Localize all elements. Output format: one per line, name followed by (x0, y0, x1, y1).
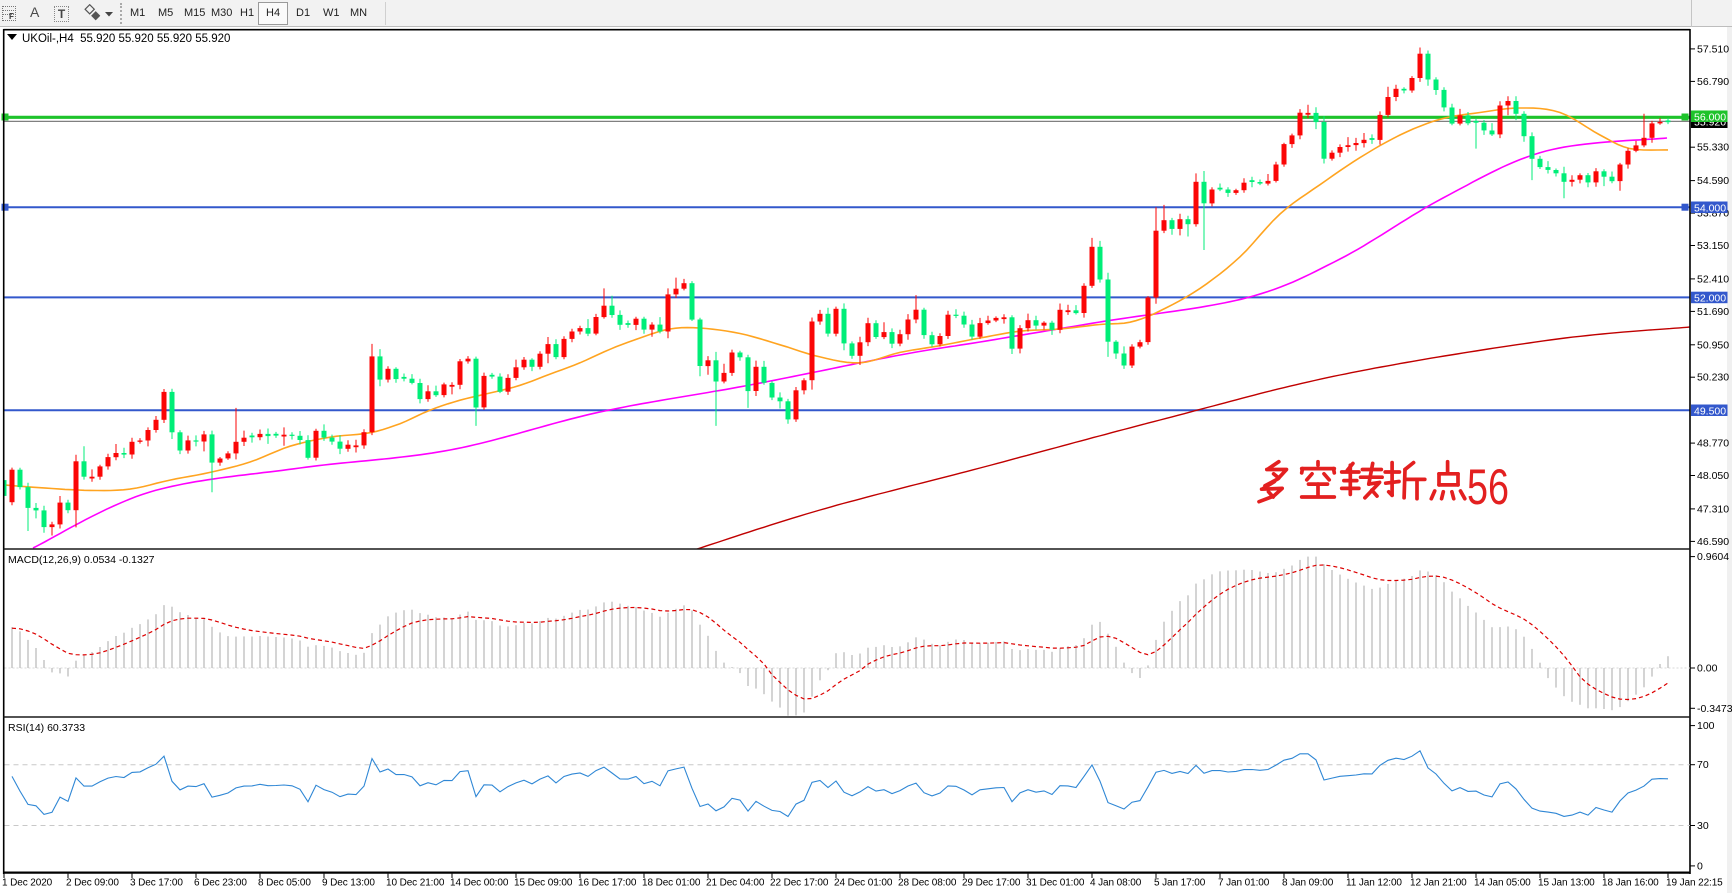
svg-text:54.590: 54.590 (1697, 175, 1729, 187)
svg-text:52.000: 52.000 (1694, 293, 1726, 305)
svg-text:12 Jan 21:00: 12 Jan 21:00 (1410, 878, 1467, 889)
svg-text:7 Jan 01:00: 7 Jan 01:00 (1218, 878, 1270, 889)
svg-text:56.790: 56.790 (1697, 76, 1729, 88)
svg-text:15 Jan 13:00: 15 Jan 13:00 (1538, 878, 1595, 889)
svg-text:8 Dec 05:00: 8 Dec 05:00 (258, 878, 311, 889)
svg-text:48.050: 48.050 (1697, 470, 1729, 482)
svg-text:6 Dec 23:00: 6 Dec 23:00 (194, 878, 247, 889)
svg-text:48.770: 48.770 (1697, 438, 1729, 450)
svg-text:9 Dec 13:00: 9 Dec 13:00 (322, 878, 375, 889)
svg-text:47.310: 47.310 (1697, 503, 1729, 515)
svg-text:28 Dec 08:00: 28 Dec 08:00 (898, 878, 957, 889)
svg-text:14 Jan 05:00: 14 Jan 05:00 (1474, 878, 1531, 889)
svg-text:-0.3473: -0.3473 (1697, 703, 1732, 715)
svg-text:49.500: 49.500 (1694, 405, 1726, 417)
svg-text:51.690: 51.690 (1697, 306, 1729, 318)
svg-text:52.410: 52.410 (1697, 273, 1729, 285)
svg-text:31 Dec 01:00: 31 Dec 01:00 (1026, 878, 1085, 889)
svg-text:8 Jan 09:00: 8 Jan 09:00 (1282, 878, 1334, 889)
svg-text:14 Dec 00:00: 14 Dec 00:00 (450, 878, 509, 889)
svg-text:100: 100 (1697, 720, 1715, 732)
svg-text:24 Dec 01:00: 24 Dec 01:00 (834, 878, 893, 889)
svg-text:UKOil-,H4 55.920 55.920 55.92: UKOil-,H4 55.920 55.920 55.920 55.920 (22, 33, 230, 45)
svg-text:18 Dec 01:00: 18 Dec 01:00 (642, 878, 701, 889)
svg-text:22 Dec 17:00: 22 Dec 17:00 (770, 878, 829, 889)
svg-text:57.510: 57.510 (1697, 43, 1729, 55)
svg-text:46.590: 46.590 (1697, 536, 1729, 548)
svg-text:0: 0 (1697, 860, 1703, 872)
svg-text:54.000: 54.000 (1694, 202, 1726, 214)
svg-text:2 Dec 09:00: 2 Dec 09:00 (66, 878, 119, 889)
svg-text:16 Dec 17:00: 16 Dec 17:00 (578, 878, 637, 889)
svg-text:53.150: 53.150 (1697, 240, 1729, 252)
svg-text:56.000: 56.000 (1694, 112, 1726, 124)
svg-text:50.230: 50.230 (1697, 372, 1729, 384)
svg-text:3 Dec 17:00: 3 Dec 17:00 (130, 878, 183, 889)
svg-text:30: 30 (1697, 820, 1709, 832)
svg-text:70: 70 (1697, 759, 1709, 771)
svg-text:55.330: 55.330 (1697, 142, 1729, 154)
svg-text:0.9604: 0.9604 (1697, 551, 1729, 563)
svg-text:15 Dec 09:00: 15 Dec 09:00 (514, 878, 573, 889)
svg-text:0.00: 0.00 (1697, 663, 1718, 675)
svg-text:4 Jan 08:00: 4 Jan 08:00 (1090, 878, 1142, 889)
svg-text:MACD(12,26,9) 0.0534 -0.1327: MACD(12,26,9) 0.0534 -0.1327 (8, 554, 155, 566)
svg-text:1 Dec 2020: 1 Dec 2020 (2, 878, 53, 889)
svg-text:21 Dec 04:00: 21 Dec 04:00 (706, 878, 765, 889)
svg-text:18 Jan 16:00: 18 Jan 16:00 (1602, 878, 1659, 889)
svg-text:11 Jan 12:00: 11 Jan 12:00 (1346, 878, 1402, 889)
svg-text:56: 56 (1467, 459, 1509, 515)
svg-text:29 Dec 17:00: 29 Dec 17:00 (962, 878, 1021, 889)
svg-text:50.950: 50.950 (1697, 339, 1729, 351)
svg-text:5 Jan 17:00: 5 Jan 17:00 (1154, 878, 1206, 889)
svg-text:19 Jan 22:15: 19 Jan 22:15 (1666, 878, 1723, 889)
svg-text:RSI(14) 60.3733: RSI(14) 60.3733 (8, 722, 85, 734)
svg-text:10 Dec 21:00: 10 Dec 21:00 (386, 878, 445, 889)
